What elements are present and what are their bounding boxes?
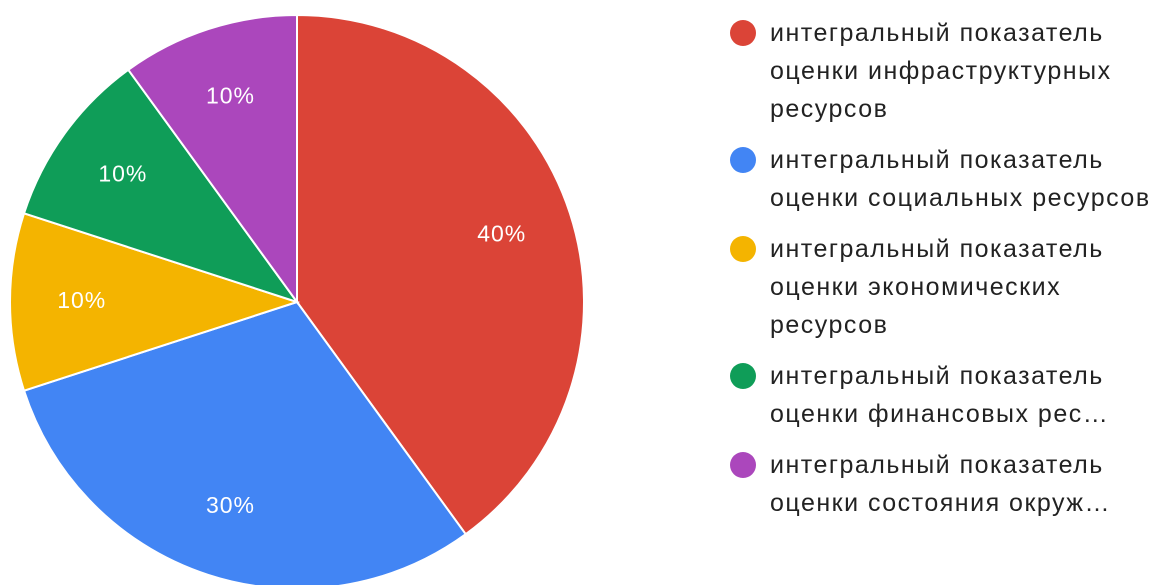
pie-slice (22, 68, 300, 304)
pie-slice (296, 13, 585, 536)
slice-label: 40% (477, 221, 526, 247)
legend-swatch (730, 363, 756, 389)
slice-label: 10% (98, 161, 147, 187)
legend-label: интегральный показатель оценки состояния… (770, 451, 1112, 517)
pie-slice (22, 300, 468, 585)
pie-slice (126, 13, 298, 306)
pie-slice (9, 212, 301, 392)
legend-swatch (730, 236, 756, 262)
legend-swatch (730, 20, 756, 46)
legend-label: интегральный показатель оценки финансовы… (770, 362, 1110, 428)
legend-label: интегральный показатель оценки социальны… (770, 146, 1151, 212)
legend-label: интегральный показатель оценки экономиче… (770, 235, 1104, 339)
slice-label: 30% (206, 492, 255, 518)
legend-label: интегральный показатель оценки инфрастру… (770, 19, 1112, 123)
slice-label: 10% (206, 82, 255, 108)
slice-label: 10% (57, 287, 106, 313)
legend-swatch (730, 147, 756, 173)
pie-area: 40% 30% 10% 10% 10% (9, 13, 585, 585)
legend-swatch (730, 452, 756, 478)
